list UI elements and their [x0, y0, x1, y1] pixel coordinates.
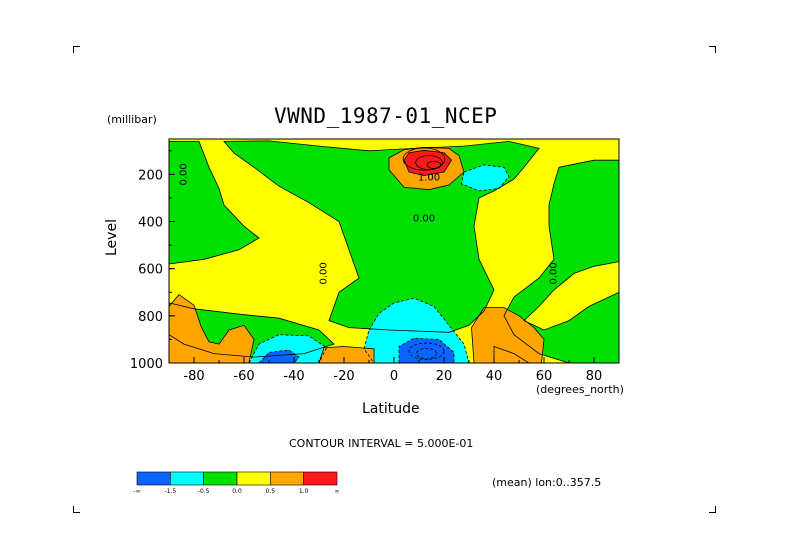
colorbar-swatch [136, 471, 171, 486]
colorbar-label: -1.5 [164, 488, 176, 495]
contour-region [259, 350, 299, 363]
contour-line [363, 297, 470, 363]
contour-line [388, 146, 465, 191]
y-tick-label: 200 [138, 168, 163, 183]
chart-title: VWND_1987-01_NCEP [274, 104, 498, 128]
contour-line [169, 140, 260, 265]
contour-line [426, 160, 442, 169]
x-tick-label: -40 [283, 369, 304, 384]
footer-text: (mean) lon:0..357.5 [492, 476, 602, 489]
x-tick-label: -80 [183, 369, 204, 384]
y-tick-label: 800 [138, 310, 163, 325]
x-tick-label: -20 [333, 369, 354, 384]
contour-label: 0.00 [549, 262, 560, 284]
contour-region [319, 346, 374, 363]
contour-region [399, 338, 454, 363]
colorbar-swatch [170, 471, 204, 486]
contour-line [258, 349, 300, 363]
x-tick-label: 20 [436, 369, 453, 384]
colorbar-label: 0.5 [266, 488, 276, 495]
contour-label: 0.00 [179, 163, 190, 185]
contour-interval-text: CONTOUR INTERVAL = 5.000E-01 [289, 437, 474, 450]
y-tick-label: 400 [138, 216, 163, 231]
contour-line [403, 149, 453, 176]
x-tick-label: 80 [586, 369, 603, 384]
y-axis-units: (millibar) [107, 113, 157, 126]
contour-line [471, 307, 545, 363]
colorbar-swatch [270, 471, 304, 486]
contour-line [416, 347, 437, 360]
contour-label: 1.00 [418, 172, 440, 183]
contour-line [402, 147, 446, 171]
contour-region [224, 140, 539, 333]
crop-mark-top-left [73, 46, 80, 53]
colorbar-label: ∞ [335, 488, 340, 495]
contour-line [169, 294, 255, 363]
contour-line [169, 302, 335, 358]
contour-label: 0.00 [413, 214, 435, 225]
colorbar-label: 0.0 [232, 488, 242, 495]
contour-line [318, 346, 375, 363]
x-axis-label: Latitude [362, 401, 420, 417]
colorbar-swatch [203, 471, 238, 486]
contour-line [415, 155, 443, 171]
contour-region [461, 164, 509, 191]
contour-line [408, 342, 445, 360]
colorbar-label: -0.5 [198, 488, 210, 495]
crop-mark-bottom-right [709, 506, 716, 513]
crop-mark-top-right [709, 46, 716, 53]
x-tick-label: 60 [536, 369, 553, 384]
contour-line [223, 140, 540, 333]
y-tick-label: 600 [138, 263, 163, 278]
y-tick-label: 1000 [130, 357, 163, 372]
contour-line [248, 334, 328, 363]
colorbar-swatch [236, 471, 271, 486]
contour-line [503, 159, 619, 363]
x-tick-label: 0 [390, 369, 398, 384]
crop-mark-bottom-left [73, 506, 80, 513]
x-tick-label: -60 [233, 369, 254, 384]
x-tick-label: 40 [486, 369, 503, 384]
colorbar-swatch [303, 471, 338, 486]
contour-region [169, 141, 259, 264]
contour-label: 0.00 [319, 262, 330, 284]
x-axis-units: (degrees_north) [536, 383, 624, 396]
contour-line [398, 337, 455, 363]
colorbar-label: 1.0 [299, 488, 309, 495]
colorbar-label: -∞ [133, 488, 140, 495]
